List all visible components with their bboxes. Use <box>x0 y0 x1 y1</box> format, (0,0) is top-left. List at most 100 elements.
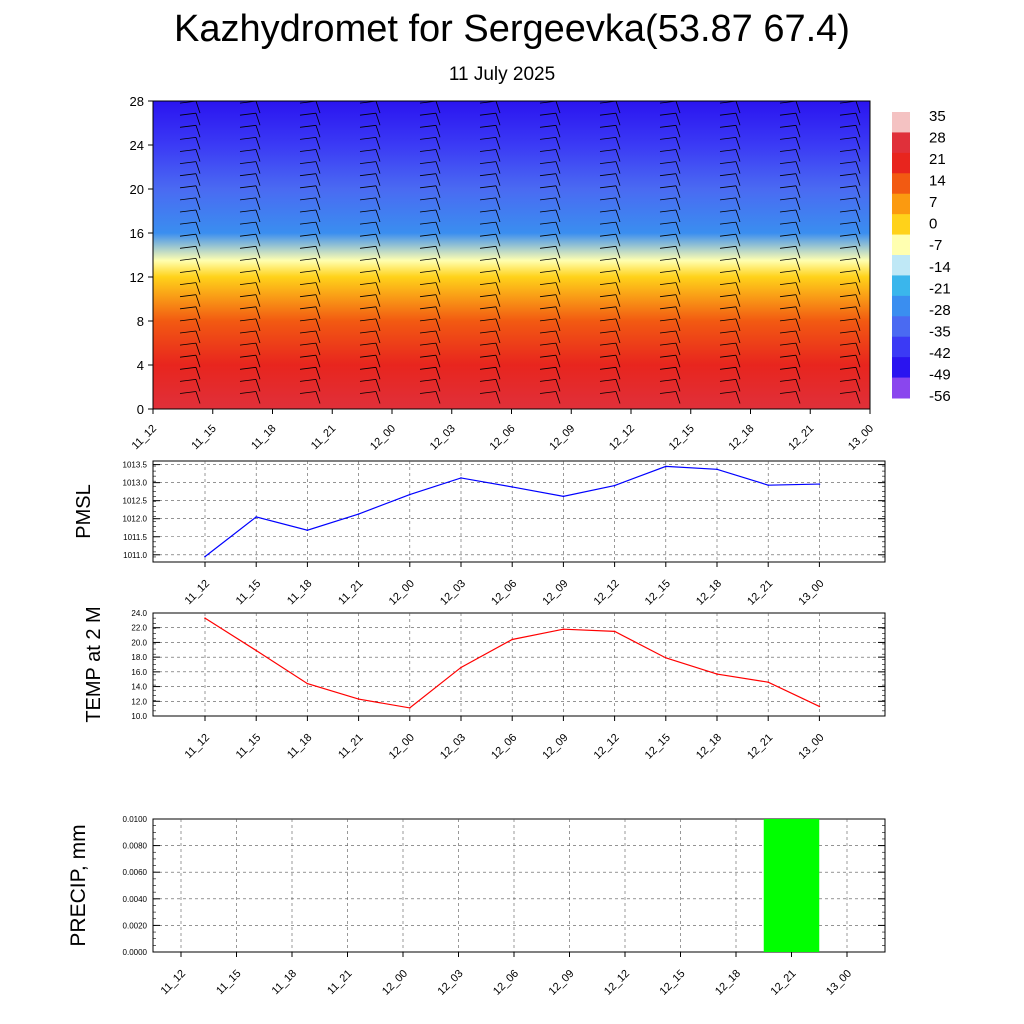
wind-barb <box>539 391 561 404</box>
wind-barb <box>539 354 561 368</box>
wind-barb <box>719 391 741 404</box>
heatmap-x-tick-label: 12_03 <box>428 423 458 453</box>
data-point <box>306 682 309 685</box>
wind-barb <box>539 318 561 332</box>
wind-barb <box>359 342 381 356</box>
temp2m-panel: 10.0 12.0 14.0 16.0 18.0 20.0 22.0 24.0 11_12 11_… <box>83 606 886 762</box>
wind-barb <box>179 245 201 259</box>
wind-barb <box>779 221 801 235</box>
wind-barb <box>839 173 861 186</box>
wind-barb <box>839 282 861 295</box>
colorbar-swatch <box>892 255 910 276</box>
x-tick-label: 12_15 <box>643 732 673 762</box>
x-tick-label: 12_09 <box>547 968 577 998</box>
x-tick-label: 11_12 <box>183 578 213 608</box>
x-tick-label: 12_18 <box>713 968 743 998</box>
wind-barb <box>239 197 261 211</box>
wind-barb <box>599 330 621 344</box>
wind-barb <box>839 209 861 223</box>
data-point <box>665 657 667 659</box>
wind-barb <box>719 221 741 235</box>
wind-barb <box>179 161 201 174</box>
colorbar-label: 28 <box>929 130 946 147</box>
wind-barb <box>479 161 501 174</box>
wind-barb <box>419 258 441 271</box>
wind-barb <box>779 258 801 271</box>
colorbar-label: -49 <box>929 366 951 383</box>
x-tick-label: 12_03 <box>438 732 468 762</box>
wind-barb <box>479 185 501 198</box>
wind-barb <box>659 197 681 211</box>
wind-barb <box>659 245 681 259</box>
x-tick-label: 12_09 <box>540 578 570 608</box>
wind-barb <box>239 330 261 344</box>
wind-barb <box>359 245 381 259</box>
wind-barb <box>359 282 381 295</box>
wind-barb <box>719 185 741 198</box>
colorbar-swatch <box>892 132 910 154</box>
y-tick-label: 18.0 <box>131 653 147 662</box>
heatmap-y-tick-label: 28 <box>130 94 144 109</box>
wind-barb <box>719 306 741 319</box>
heatmap-y-tick-label: 20 <box>130 182 144 197</box>
wind-barb <box>839 391 861 404</box>
wind-barb <box>659 233 681 247</box>
wind-barb <box>659 185 681 198</box>
wind-barb <box>179 294 201 307</box>
colorbar-swatch <box>892 316 910 338</box>
data-point <box>255 649 257 652</box>
heatmap-y-tick-label: 16 <box>130 226 144 241</box>
wind-barb <box>719 379 741 392</box>
wind-barb <box>419 379 441 392</box>
wind-barb <box>239 366 261 380</box>
wind-barb <box>779 366 801 380</box>
wind-barb <box>419 149 441 162</box>
y-tick-label: 1013.0 <box>123 479 148 488</box>
data-point <box>357 513 360 515</box>
colorbar-swatch <box>892 295 910 317</box>
wind-barb <box>239 173 261 186</box>
wind-barb <box>719 270 741 283</box>
wind-barb <box>839 306 861 319</box>
wind-barb <box>779 137 801 150</box>
wind-barb <box>419 161 441 174</box>
heatmap-y-tick-label: 12 <box>130 270 144 285</box>
x-tick-label: 12_06 <box>489 732 519 762</box>
wind-barb <box>179 221 201 235</box>
wind-barb <box>359 258 381 271</box>
wind-barb <box>479 245 501 259</box>
wind-barb <box>779 306 801 319</box>
data-point <box>460 666 462 669</box>
page-subtitle: 11 July 2025 <box>448 64 556 85</box>
heatmap-x-tick-label: 12_15 <box>667 423 697 453</box>
x-tick-label: 12_15 <box>658 968 688 998</box>
colorbar: 35 28 21 14 7 0 -7 -14 -21 -28 -35 -42 -49 -56 <box>892 108 951 405</box>
wind-barb <box>599 173 621 186</box>
wind-barb <box>539 161 561 174</box>
y-tick-label: 1013.5 <box>123 461 148 470</box>
heatmap-panel: 0 4 8 12 16 20 24 28 11_12 11_15 11_18 11_21 12_00 12… <box>130 94 877 453</box>
wind-barb <box>299 258 321 271</box>
wind-barb <box>839 112 861 126</box>
pmsl-panel: 1011.0 1011.5 1012.0 1012.5 1013.0 1013.5 11_1… <box>73 460 886 608</box>
wind-barb <box>299 197 321 211</box>
wind-barb <box>479 137 501 150</box>
wind-barb <box>239 112 261 126</box>
wind-barb <box>239 233 261 247</box>
heatmap-field <box>153 101 870 409</box>
data-point <box>562 495 565 498</box>
wind-barb <box>479 197 501 211</box>
wind-barb <box>719 112 741 126</box>
wind-barb <box>539 124 561 138</box>
wind-barb <box>479 379 501 392</box>
wind-barb <box>599 306 621 319</box>
wind-barb <box>539 173 561 186</box>
wind-barb <box>719 258 741 271</box>
data-point <box>613 630 616 633</box>
wind-barb <box>359 221 381 235</box>
data-point <box>204 617 206 619</box>
y-tick-label: 20.0 <box>131 638 147 647</box>
wind-barb <box>299 306 321 319</box>
wind-barb <box>419 330 441 344</box>
wind-barb <box>419 282 441 295</box>
